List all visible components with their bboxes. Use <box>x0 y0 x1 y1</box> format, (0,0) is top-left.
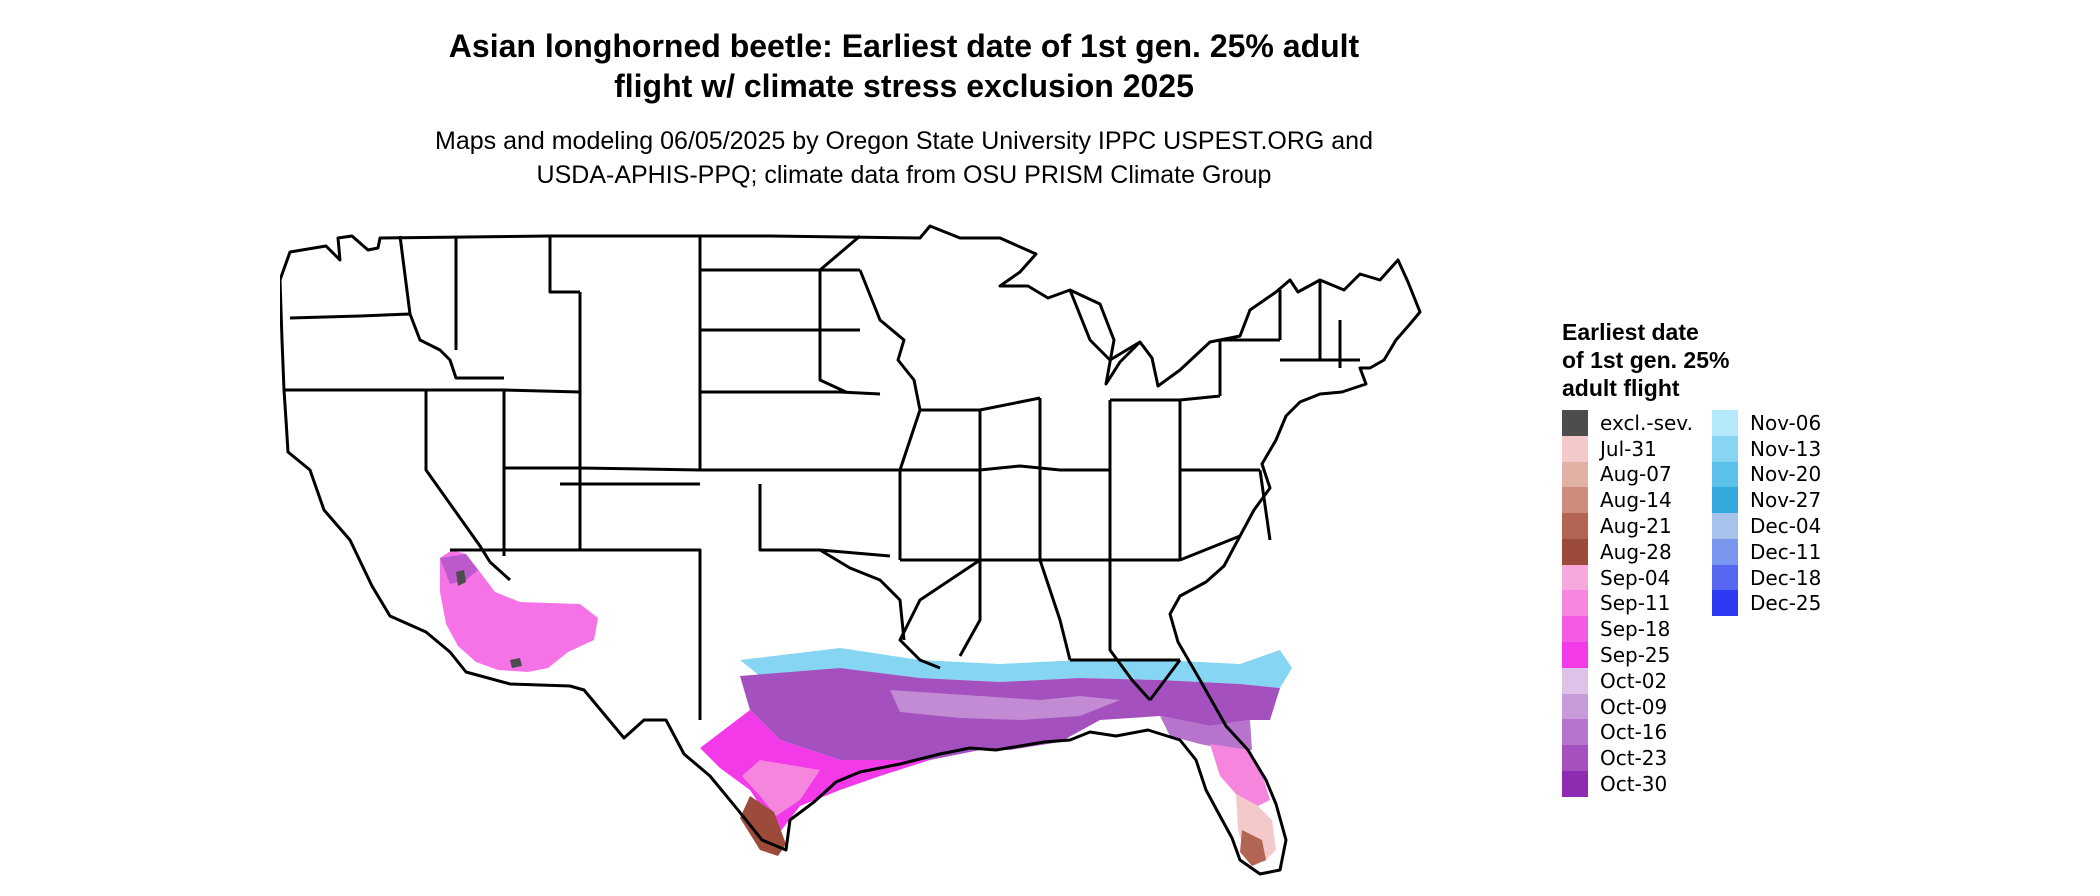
state-lines-east <box>920 280 1360 702</box>
zone-texas-brown <box>740 796 786 856</box>
legend-label: Sep-18 <box>1600 617 1671 642</box>
legend-swatch <box>1712 461 1738 488</box>
legend-column-2: Nov-06 Nov-13 Nov-20 Nov-27 Dec-04 Dec-11 Dec-… <box>1712 409 1862 797</box>
legend-label: Nov-27 <box>1750 488 1822 513</box>
state-lines-west <box>284 235 702 720</box>
legend-columns: excl.-sev. Jul-31 Aug-07 Aug-14 Aug-21 Aug-28… <box>1562 409 1862 798</box>
legend-item: Sep-11 <box>1562 590 1712 617</box>
legend-label: Dec-25 <box>1750 591 1822 616</box>
legend-label: Sep-11 <box>1600 591 1671 616</box>
zone-gulf-north-fringe <box>740 648 1292 688</box>
legend-item: Sep-25 <box>1562 642 1712 669</box>
legend-swatch <box>1562 564 1588 591</box>
map-title: Asian longhorned beetle: Earliest date o… <box>0 26 1808 106</box>
legend-swatch <box>1712 538 1738 565</box>
legend-item: Dec-11 <box>1712 538 1862 565</box>
legend-item: Oct-16 <box>1562 719 1712 746</box>
legend-label: Dec-11 <box>1750 539 1822 564</box>
legend-label: Oct-16 <box>1600 720 1668 745</box>
legend-label: Aug-07 <box>1600 462 1672 487</box>
legend-item: Dec-18 <box>1712 564 1862 591</box>
title-line-2: flight w/ climate stress exclusion 2025 <box>614 68 1194 104</box>
legend-item: Aug-28 <box>1562 538 1712 565</box>
zone-california-arizona-desert <box>440 550 598 672</box>
legend-swatch <box>1562 771 1588 798</box>
legend-swatch <box>1562 409 1588 436</box>
legend-label: Nov-20 <box>1750 462 1822 487</box>
legend-swatch <box>1562 667 1588 694</box>
zone-florida-north <box>1160 716 1252 750</box>
legend-label: Sep-25 <box>1600 643 1671 668</box>
legend-item: Nov-20 <box>1712 461 1862 488</box>
legend-swatch <box>1712 435 1738 462</box>
legend-swatch <box>1562 616 1588 643</box>
zone-florida-keys-brown <box>1240 830 1266 866</box>
legend-swatch <box>1562 642 1588 669</box>
legend-label: Nov-06 <box>1750 410 1822 435</box>
legend-swatch <box>1562 513 1588 540</box>
zone-gulf-light <box>890 690 1120 720</box>
legend-label: Oct-23 <box>1600 746 1668 771</box>
legend-item: Sep-18 <box>1562 616 1712 643</box>
climate-zones <box>440 550 1292 866</box>
legend-swatch <box>1562 435 1588 462</box>
legend-label: excl.-sev. <box>1600 410 1693 435</box>
legend-label: Oct-30 <box>1600 772 1668 797</box>
legend-swatch <box>1712 487 1738 514</box>
legend-swatch <box>1562 590 1588 617</box>
legend-swatch <box>1562 693 1588 720</box>
title-line-1: Asian longhorned beetle: Earliest date o… <box>448 28 1360 64</box>
us-map <box>280 224 1422 876</box>
subtitle-line-1: Maps and modeling 06/05/2025 by Oregon S… <box>435 127 1373 155</box>
state-lines-central <box>560 234 1110 670</box>
legend-label: Oct-02 <box>1600 668 1668 693</box>
legend-title: Earliest date of 1st gen. 25% adult flig… <box>1562 318 1802 402</box>
legend-swatch <box>1562 461 1588 488</box>
legend-column-1: excl.-sev. Jul-31 Aug-07 Aug-14 Aug-21 Aug-28… <box>1562 409 1712 798</box>
legend-label: Aug-14 <box>1600 488 1672 513</box>
legend-label: Oct-09 <box>1600 694 1668 719</box>
legend-item: Sep-04 <box>1562 564 1712 591</box>
legend-item: Nov-13 <box>1712 435 1862 462</box>
legend-swatch <box>1562 538 1588 565</box>
legend-item: Dec-25 <box>1712 590 1862 617</box>
legend-item: Oct-30 <box>1562 771 1712 798</box>
zone-desert-fringe <box>440 554 478 584</box>
legend-label: Jul-31 <box>1600 436 1657 461</box>
legend-swatch <box>1562 487 1588 514</box>
zone-florida-mid <box>1210 744 1270 806</box>
legend-swatch <box>1562 719 1588 746</box>
zone-south-texas-light <box>742 760 820 816</box>
subtitle-line-2: USDA-APHIS-PPQ; climate data from OSU PR… <box>536 161 1272 189</box>
zone-desert-excluded <box>456 570 522 668</box>
legend-swatch <box>1712 590 1738 617</box>
legend-item: Oct-23 <box>1562 745 1712 772</box>
legend-item: Jul-31 <box>1562 435 1712 462</box>
legend-title-line-3: adult flight <box>1562 375 1680 401</box>
legend-swatch <box>1712 513 1738 540</box>
legend-label: Nov-13 <box>1750 436 1822 461</box>
legend-item: Dec-04 <box>1712 513 1862 540</box>
legend-item: Nov-27 <box>1712 487 1862 514</box>
legend-label: Aug-28 <box>1600 539 1672 564</box>
legend: Earliest date of 1st gen. 25% adult flig… <box>1562 318 1862 798</box>
legend-label: Dec-18 <box>1750 565 1822 590</box>
legend-item: Aug-21 <box>1562 513 1712 540</box>
legend-swatch <box>1562 745 1588 772</box>
legend-title-line-1: Earliest date <box>1562 319 1699 345</box>
legend-item: Oct-09 <box>1562 693 1712 720</box>
legend-item: excl.-sev. <box>1562 409 1712 436</box>
legend-label: Dec-04 <box>1750 514 1822 539</box>
legend-title-line-2: of 1st gen. 25% <box>1562 347 1730 373</box>
legend-label: Sep-04 <box>1600 565 1671 590</box>
legend-item: Aug-07 <box>1562 461 1712 488</box>
legend-swatch <box>1712 564 1738 591</box>
legend-item: Oct-02 <box>1562 667 1712 694</box>
legend-label: Aug-21 <box>1600 514 1672 539</box>
state-boundaries <box>280 224 1422 876</box>
legend-swatch <box>1712 409 1738 436</box>
legend-item: Nov-06 <box>1712 409 1862 436</box>
legend-item: Aug-14 <box>1562 487 1712 514</box>
map-subtitle: Maps and modeling 06/05/2025 by Oregon S… <box>0 124 1808 192</box>
